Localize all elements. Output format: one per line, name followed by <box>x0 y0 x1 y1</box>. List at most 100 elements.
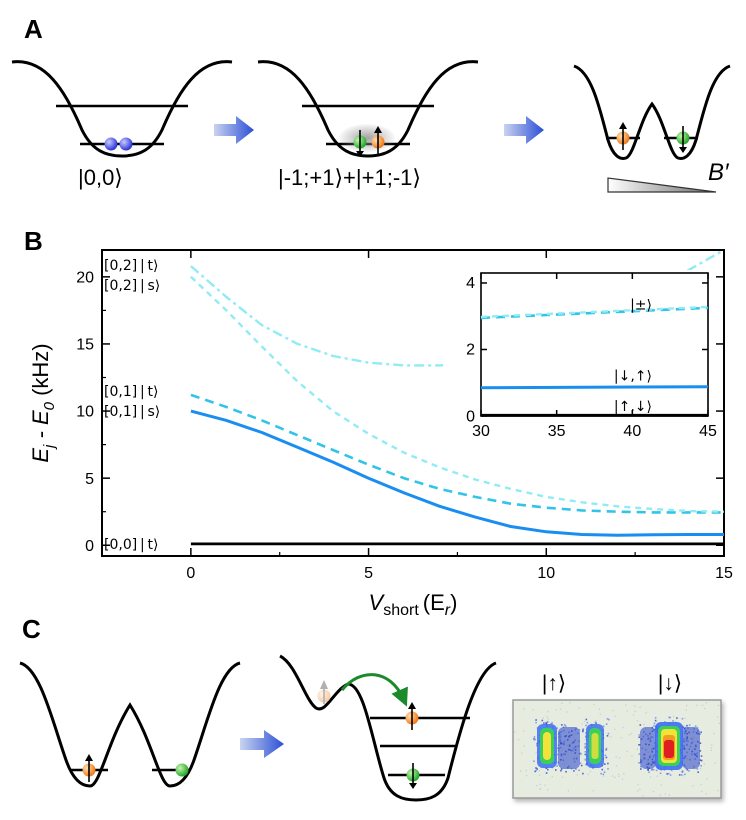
noise-speck <box>545 767 547 769</box>
noise-speck <box>556 765 558 767</box>
noise-speck <box>622 727 624 729</box>
gradient-label: B′ <box>708 159 730 186</box>
arrow-down-icon <box>356 151 364 157</box>
y-axis-label: Ej - E0 (kHz) <box>28 343 58 462</box>
noise-speck <box>585 735 587 737</box>
noise-speck <box>514 731 516 733</box>
noise-speck <box>700 765 702 767</box>
noise-speck <box>645 712 647 714</box>
noise-speck <box>523 708 525 710</box>
noise-speck <box>584 753 587 756</box>
noise-speck <box>686 704 688 707</box>
noise-speck <box>584 751 587 753</box>
series-dashed-cyan <box>190 393 724 514</box>
x-tick-label: 5 <box>364 565 373 582</box>
noise-speck <box>650 769 653 771</box>
noise-speck <box>634 705 636 707</box>
noise-speck <box>652 768 655 771</box>
noise-speck <box>688 724 691 726</box>
noise-speck <box>518 739 520 741</box>
noise-speck <box>623 773 625 775</box>
noise-speck <box>626 710 628 712</box>
state-label: [0,1] | t⟩ <box>104 384 158 400</box>
noise-speck <box>564 725 567 727</box>
noise-speck <box>533 738 535 740</box>
noise-speck <box>566 711 568 713</box>
noise-speck <box>656 775 658 777</box>
noise-speck <box>569 702 571 704</box>
noise-speck <box>592 790 594 792</box>
noise-speck <box>699 750 702 752</box>
noise-speck <box>612 709 614 712</box>
noise-speck <box>585 763 588 766</box>
noise-speck <box>649 776 652 778</box>
noise-speck <box>714 762 716 764</box>
noise-speck <box>702 704 704 706</box>
noise-speck <box>671 770 674 772</box>
noise-speck <box>556 727 558 729</box>
noise-speck <box>582 729 584 731</box>
noise-speck <box>539 783 541 785</box>
image-label-down: |↓⟩ <box>658 672 682 695</box>
noise-speck <box>685 709 687 711</box>
noise-speck <box>610 736 612 738</box>
noise-speck <box>555 709 557 711</box>
noise-speck <box>606 749 608 751</box>
noise-speck <box>670 769 673 771</box>
state-label: [0,0] | t⟩ <box>104 537 158 553</box>
state-label: [0,2] | t⟩ <box>104 258 158 274</box>
noise-speck <box>579 752 582 755</box>
noise-speck <box>631 755 633 757</box>
noise-speck <box>535 721 537 724</box>
noise-speck <box>547 789 549 791</box>
double-well-curve <box>573 64 731 160</box>
noise-speck <box>582 730 584 733</box>
noise-speck <box>607 732 610 735</box>
potential-curve-1 <box>11 60 233 158</box>
panel-a: A |0,0⟩ |-1;+1⟩+|+1;-1⟩ <box>11 14 731 193</box>
noise-speck <box>606 718 609 720</box>
atom-blue <box>119 137 133 151</box>
x-tick-label: 45 <box>699 423 717 440</box>
noise-speck <box>578 769 580 772</box>
inset-plot: 30 35 40 45 0 2 4 |±⟩ |↓,↑⟩ |↑,↓⟩ <box>466 272 717 440</box>
noise-speck <box>636 790 639 792</box>
noise-speck <box>536 784 538 787</box>
noise-speck <box>681 717 684 720</box>
noise-speck <box>522 730 525 732</box>
noise-speck <box>585 718 588 721</box>
ket-superposition: |-1;+1⟩+|+1;-1⟩ <box>278 165 421 190</box>
tunneling-arrow <box>340 673 408 707</box>
atom-green <box>175 763 189 777</box>
noise-speck <box>602 725 605 728</box>
noise-speck <box>535 751 537 754</box>
y-tick-label: 20 <box>76 269 94 286</box>
x-tick-label: 40 <box>623 423 641 440</box>
noise-speck <box>615 765 618 767</box>
noise-speck <box>694 725 697 727</box>
noise-speck <box>673 715 675 718</box>
noise-speck <box>686 768 689 771</box>
noise-speck <box>561 702 563 704</box>
noise-speck <box>713 732 715 735</box>
noise-speck <box>638 736 640 738</box>
noise-speck <box>593 703 595 706</box>
noise-speck <box>666 773 668 775</box>
noise-speck <box>700 759 703 762</box>
noise-speck <box>608 718 610 721</box>
y-tick-label: 10 <box>76 404 94 421</box>
well-double <box>573 64 731 193</box>
noise-speck <box>681 771 683 773</box>
noise-speck <box>716 716 719 718</box>
noise-speck <box>700 755 703 757</box>
noise-speck <box>656 720 658 722</box>
spin-halo <box>339 124 395 152</box>
noise-speck <box>533 760 535 762</box>
noise-speck <box>595 720 597 722</box>
ket-ground: |0,0⟩ <box>78 165 123 190</box>
noise-speck <box>647 768 649 771</box>
y-tick-label: 4 <box>466 275 475 292</box>
noise-speck <box>700 783 702 785</box>
process-arrow-3 <box>240 730 284 758</box>
